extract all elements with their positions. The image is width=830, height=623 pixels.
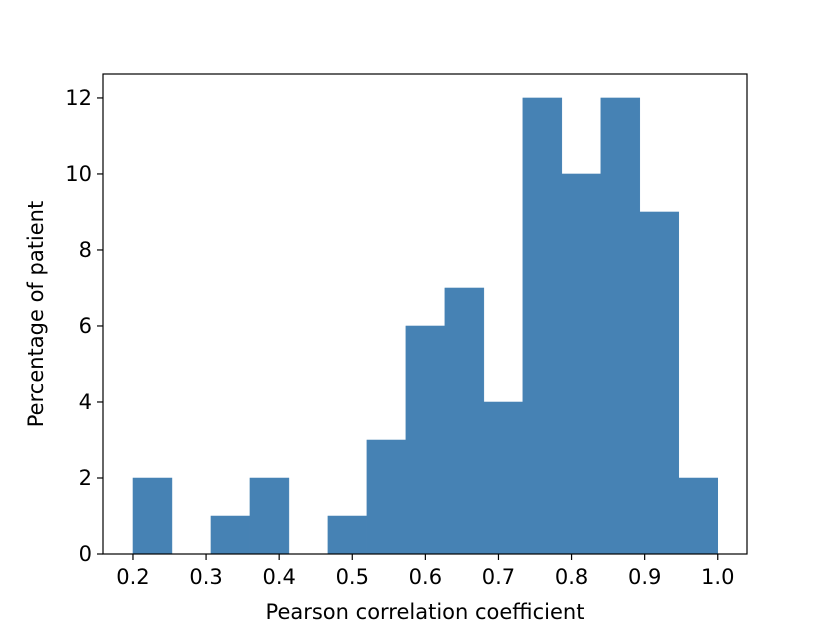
bar	[639, 211, 680, 555]
bar	[366, 439, 407, 555]
x-tick-label: 0.5	[336, 565, 369, 589]
bar	[678, 477, 719, 555]
y-tick-label: 4	[79, 390, 92, 414]
bar	[405, 325, 446, 555]
bar	[483, 401, 524, 555]
bar	[561, 173, 602, 555]
x-tick-label: 0.9	[628, 565, 661, 589]
y-axis-label: Percentage of patient	[24, 201, 48, 427]
y-tick-label: 12	[65, 86, 92, 110]
bar	[327, 515, 368, 555]
bar	[522, 97, 563, 555]
bar	[132, 477, 173, 555]
x-axis-label: Pearson correlation coefficient	[266, 600, 585, 623]
x-tick-label: 0.8	[555, 565, 588, 589]
x-tick-label: 0.6	[409, 565, 442, 589]
x-tick-label: 0.7	[482, 565, 515, 589]
bar	[249, 477, 290, 555]
x-tick-label: 0.3	[189, 565, 222, 589]
bar	[210, 515, 251, 555]
bar	[444, 287, 485, 555]
y-tick-label: 10	[65, 162, 92, 186]
x-tick-label: 0.4	[262, 565, 295, 589]
y-tick-label: 6	[79, 314, 92, 338]
x-tick-label: 1.0	[701, 565, 734, 589]
y-tick-label: 2	[79, 466, 92, 490]
x-tick-label: 0.2	[116, 565, 149, 589]
y-tick-label: 0	[79, 542, 92, 566]
bar	[600, 97, 641, 555]
y-tick-label: 8	[79, 238, 92, 262]
